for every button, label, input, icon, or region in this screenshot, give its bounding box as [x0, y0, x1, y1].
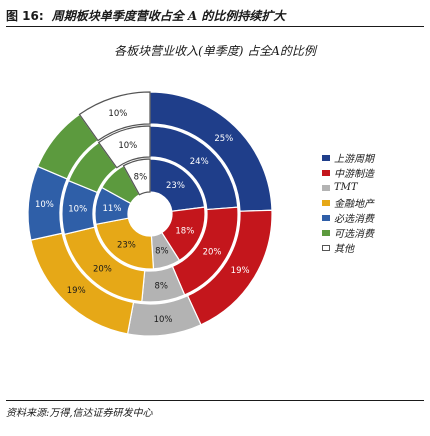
data-label-middle-3: 20%	[93, 265, 112, 275]
data-label-inner-0: 23%	[166, 181, 185, 191]
legend-item: 必选消费	[322, 210, 374, 225]
legend-swatch	[322, 229, 330, 236]
legend-swatch	[322, 184, 330, 191]
data-label-middle-0: 24%	[190, 157, 209, 167]
data-label-inner-4: 11%	[103, 204, 122, 214]
legend-swatch	[322, 199, 330, 206]
donut-chart: 25% 19% 10% 19% 10% 10% 24% 20% 8% 20% 10% 10% 23% 18…	[27, 91, 273, 337]
legend-swatch	[322, 169, 330, 176]
figure-source: 资料来源:万得,信达证券研发中心	[6, 400, 424, 419]
figure-label: 图 16:	[6, 8, 44, 23]
legend-item: 可选消费	[322, 225, 374, 240]
slice-outer-6	[78, 91, 151, 142]
data-label-middle-6: 10%	[118, 141, 137, 151]
chart-legend: 上游周期中游制造 TMT 金融地产必选消费可选消费其他	[322, 150, 374, 255]
legend-label: 金融地产	[334, 199, 374, 210]
data-label-inner-1: 18%	[175, 226, 194, 236]
data-label-middle-4: 10%	[68, 204, 87, 214]
slice-middle-6	[97, 125, 151, 169]
data-label-outer-2: 10%	[154, 315, 173, 325]
legend-item: 其他	[322, 240, 374, 255]
legend-item: 上游周期	[322, 150, 374, 165]
legend-label: 必选消费	[334, 214, 374, 225]
legend-swatch	[322, 244, 330, 251]
data-label-outer-4: 10%	[35, 200, 54, 210]
legend-item: 中游制造	[322, 165, 374, 180]
legend-item: 金融地产	[322, 195, 374, 210]
data-label-inner-6: 8%	[134, 173, 148, 183]
data-label-outer-6: 10%	[108, 109, 127, 119]
data-label-middle-1: 20%	[203, 248, 222, 258]
legend-label: 可选消费	[334, 229, 374, 240]
legend-label: 上游周期	[334, 154, 374, 165]
figure-caption: 周期板块单季度营收占全 A 的比例持续扩大	[51, 8, 286, 23]
figure-header: 图 16: 周期板块单季度营收占全 A 的比例持续扩大	[6, 4, 424, 27]
data-label-outer-1: 19%	[231, 266, 250, 276]
slice-inner-6	[122, 158, 151, 196]
legend-swatch	[322, 214, 330, 221]
legend-label: 其他	[334, 244, 354, 255]
legend-swatch	[322, 154, 330, 161]
legend-label: TMT	[334, 182, 358, 193]
legend-item: TMT	[322, 180, 374, 195]
data-label-inner-3: 23%	[117, 240, 136, 250]
data-label-outer-3: 19%	[67, 286, 86, 296]
data-label-middle-2: 8%	[154, 282, 168, 292]
legend-label: 中游制造	[334, 169, 374, 180]
data-label-inner-2: 8%	[155, 247, 169, 257]
data-label-outer-0: 25%	[214, 134, 233, 144]
chart-title: 各板块营业收入(单季度) 占全A的比例	[114, 44, 316, 58]
